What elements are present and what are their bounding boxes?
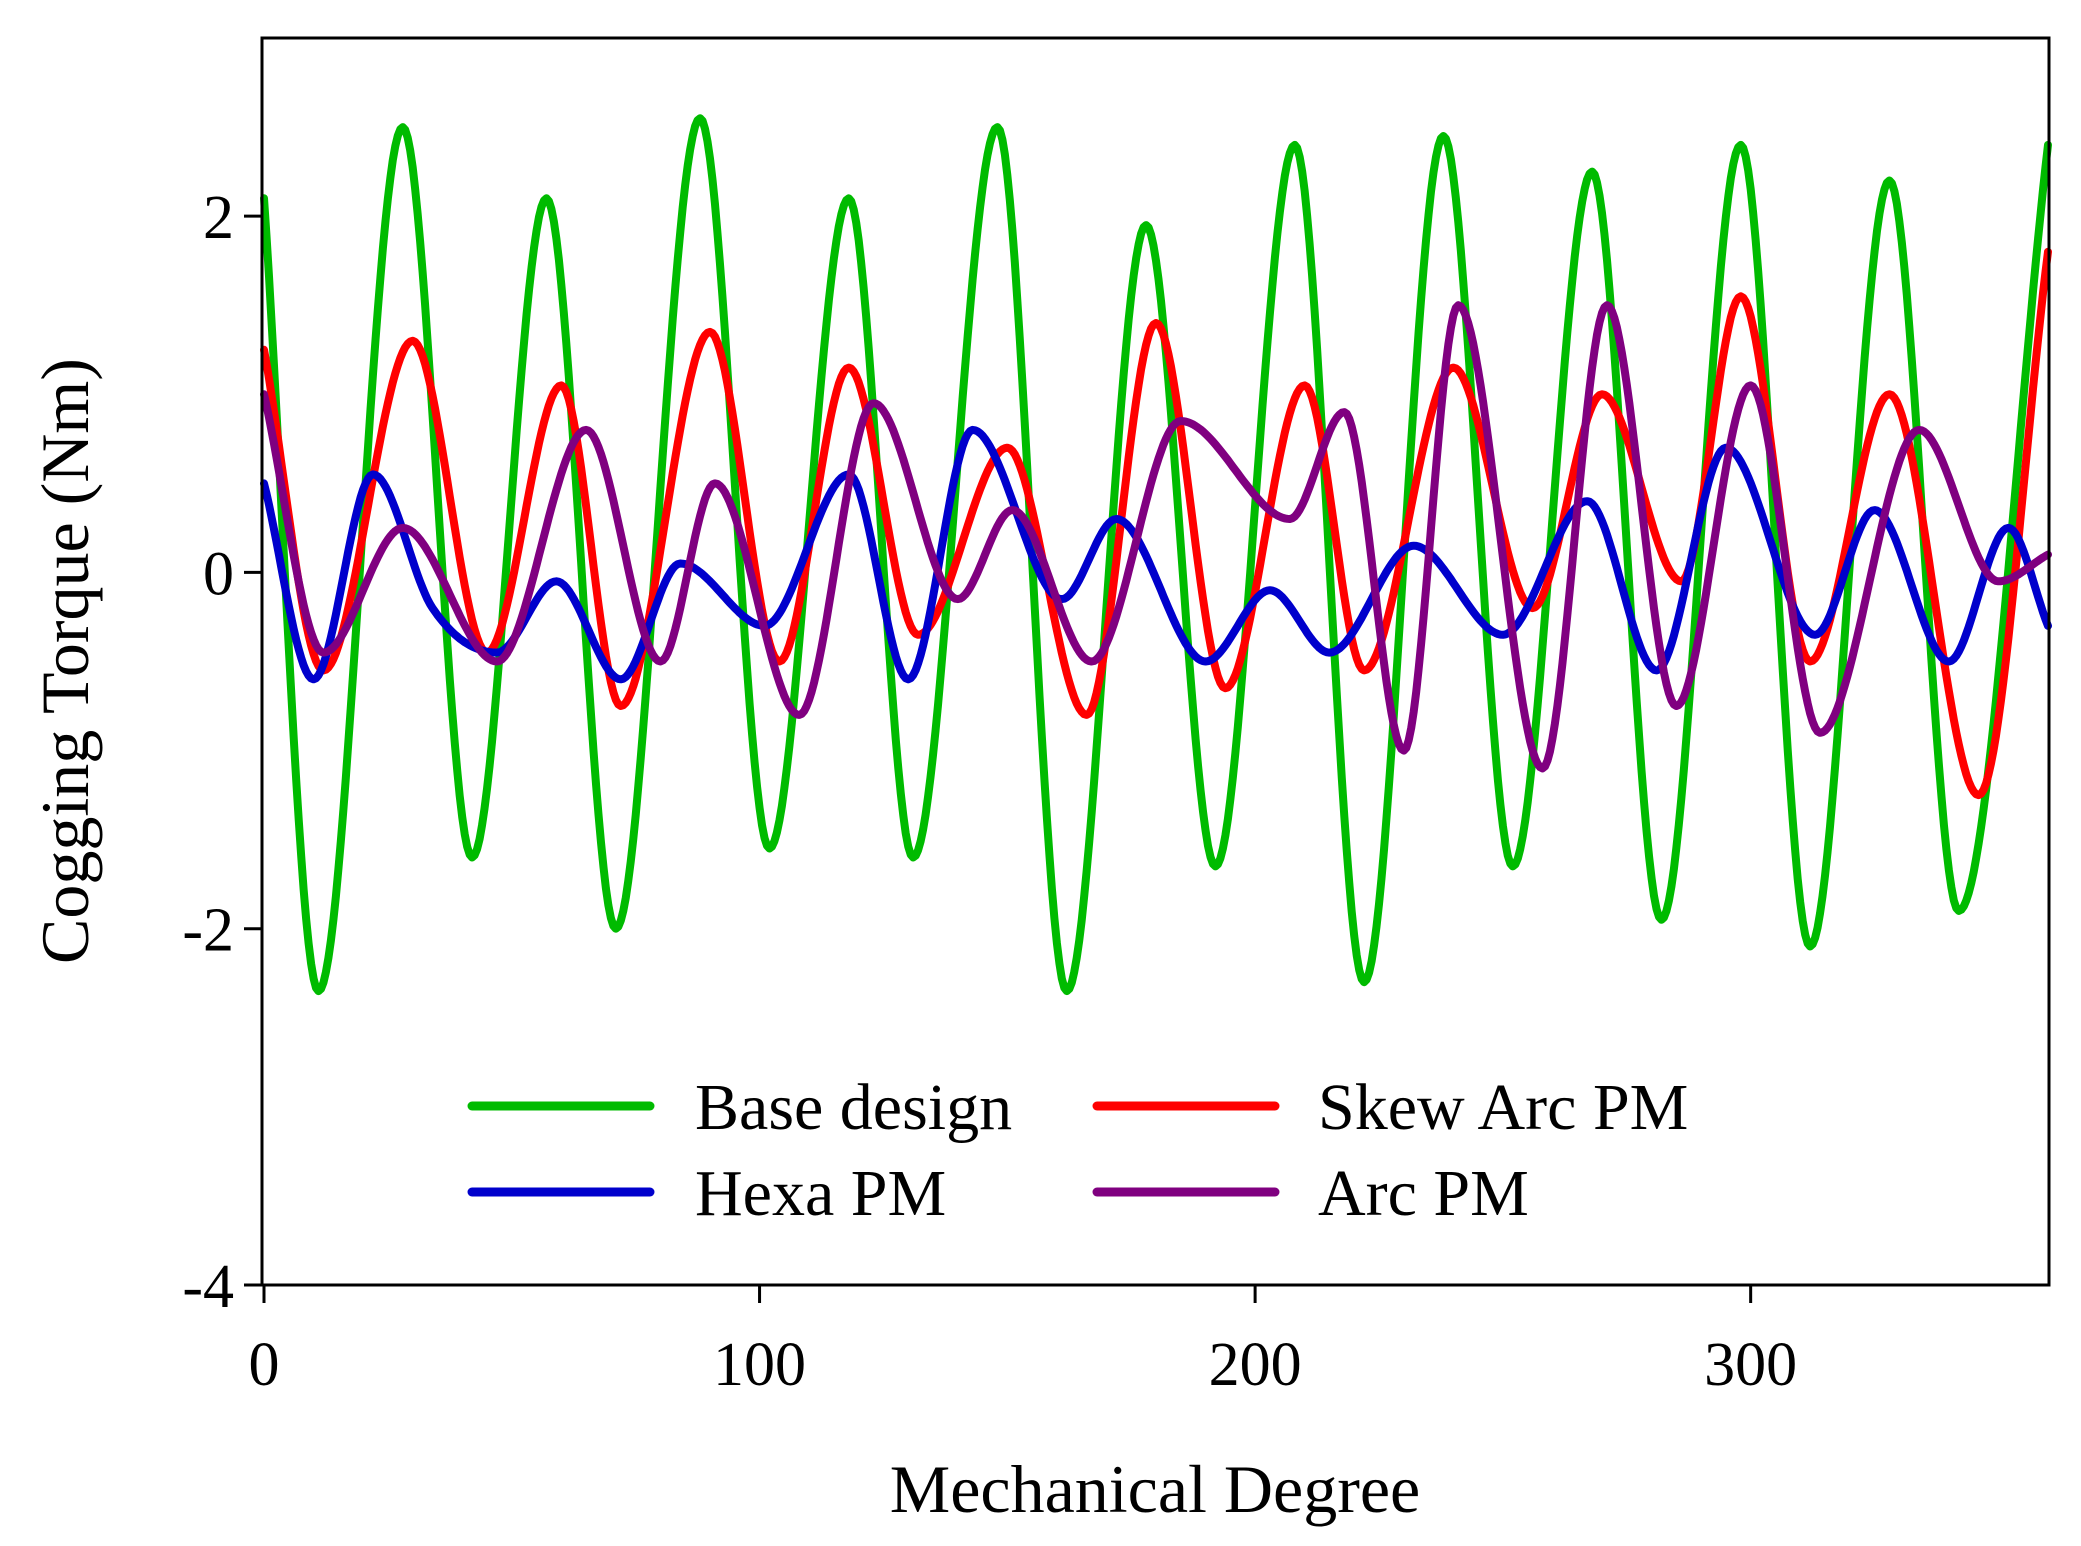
- y-tick-label: -4: [182, 1253, 234, 1321]
- legend: Base design Skew Arc PM Hexa PM Arc PM: [467, 1071, 1688, 1230]
- legend-label-base-design: Base design: [695, 1071, 1012, 1144]
- plot-frame: [260, 36, 2051, 1287]
- series-layer: [260, 114, 2052, 996]
- series-line-skew-arc-pm: [260, 247, 2052, 800]
- series-line-arc-pm: [260, 301, 2052, 773]
- series-line-hexa-pm: [260, 425, 2052, 684]
- x-axis-title: Mechanical Degree: [890, 1451, 1420, 1527]
- legend-label-skew-arc-pm: Skew Arc PM: [1318, 1071, 1688, 1144]
- legend-label-arc-pm: Arc PM: [1318, 1157, 1529, 1230]
- x-axis-ticks: 0 100 200 300: [249, 1285, 1797, 1399]
- y-tick-label: 0: [203, 540, 234, 608]
- y-tick-label: -2: [182, 897, 234, 965]
- legend-label-hexa-pm: Hexa PM: [695, 1157, 946, 1230]
- y-tick-label: 2: [203, 184, 234, 252]
- x-tick-label: 100: [713, 1331, 806, 1399]
- y-axis-ticks: -4 -2 0 2: [182, 184, 262, 1321]
- x-tick-label: 200: [1209, 1331, 1302, 1399]
- x-tick-label: 300: [1704, 1331, 1797, 1399]
- y-axis-title: Cogging Torque (Nm): [27, 358, 103, 964]
- x-tick-label: 0: [249, 1331, 280, 1399]
- series-line-base-design: [260, 114, 2052, 996]
